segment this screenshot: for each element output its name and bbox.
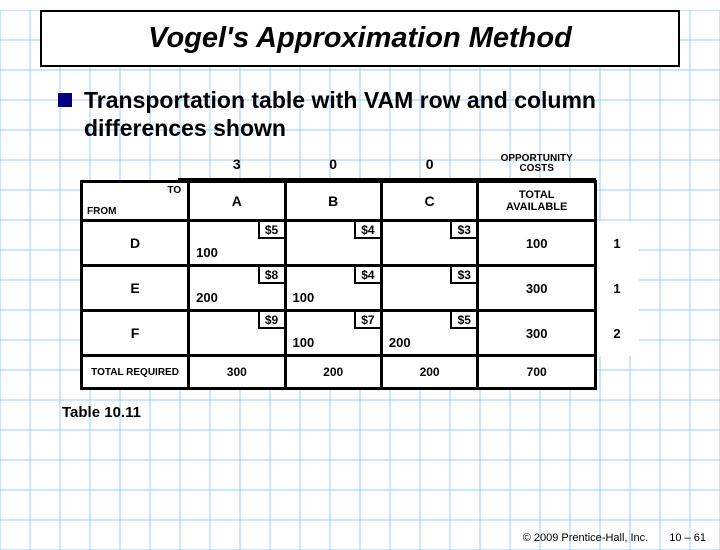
cell-F-C: $5200 [381, 311, 477, 356]
cell-F-B: $7100 [285, 311, 381, 356]
bullet-item: Transportation table with VAM row and co… [58, 87, 670, 142]
total-available-label: TOTALAVAILABLE [478, 182, 596, 221]
bullet-square-icon [58, 93, 72, 107]
cell-D-A: $5100 [189, 221, 285, 266]
req-C: 200 [381, 356, 477, 389]
bullet-text: Transportation table with VAM row and co… [84, 87, 670, 142]
title-bar: Vogel's Approximation Method [40, 10, 680, 67]
cell-E-C: $3 [381, 266, 477, 311]
grand-total: 700 [478, 356, 596, 389]
cell-E-B: $4100 [285, 266, 381, 311]
total-required-label: TOTAL REQUIRED [82, 356, 189, 389]
avail-F: 300 [478, 311, 596, 356]
avail-D: 100 [478, 221, 596, 266]
dest-B: B [285, 182, 381, 221]
footer: © 2009 Prentice-Hall, Inc. 10 – 61 [523, 532, 706, 544]
transportation-table: 3 0 0 OPPORTUNITYCOSTS TO FROM A B C TOT… [80, 152, 640, 390]
from-to-corner: TO FROM [82, 182, 189, 221]
avail-E: 300 [478, 266, 596, 311]
row-diff-F: 2 [596, 311, 639, 356]
dest-C: C [381, 182, 477, 221]
cell-D-C: $3 [381, 221, 477, 266]
req-A: 300 [189, 356, 285, 389]
table-top-rule [178, 178, 596, 182]
req-B: 200 [285, 356, 381, 389]
origin-F: F [82, 311, 189, 356]
page-number: 10 – 61 [669, 532, 706, 544]
origin-E: E [82, 266, 189, 311]
cell-F-A: $9 [189, 311, 285, 356]
row-diff-E: 1 [596, 266, 639, 311]
cell-D-B: $4 [285, 221, 381, 266]
cell-E-A: $8200 [189, 266, 285, 311]
copyright-text: © 2009 Prentice-Hall, Inc. [523, 532, 649, 544]
table-caption: Table 10.11 [62, 404, 720, 421]
origin-D: D [82, 221, 189, 266]
dest-A: A [189, 182, 285, 221]
slide-title: Vogel's Approximation Method [62, 22, 658, 55]
row-diff-D: 1 [596, 221, 639, 266]
